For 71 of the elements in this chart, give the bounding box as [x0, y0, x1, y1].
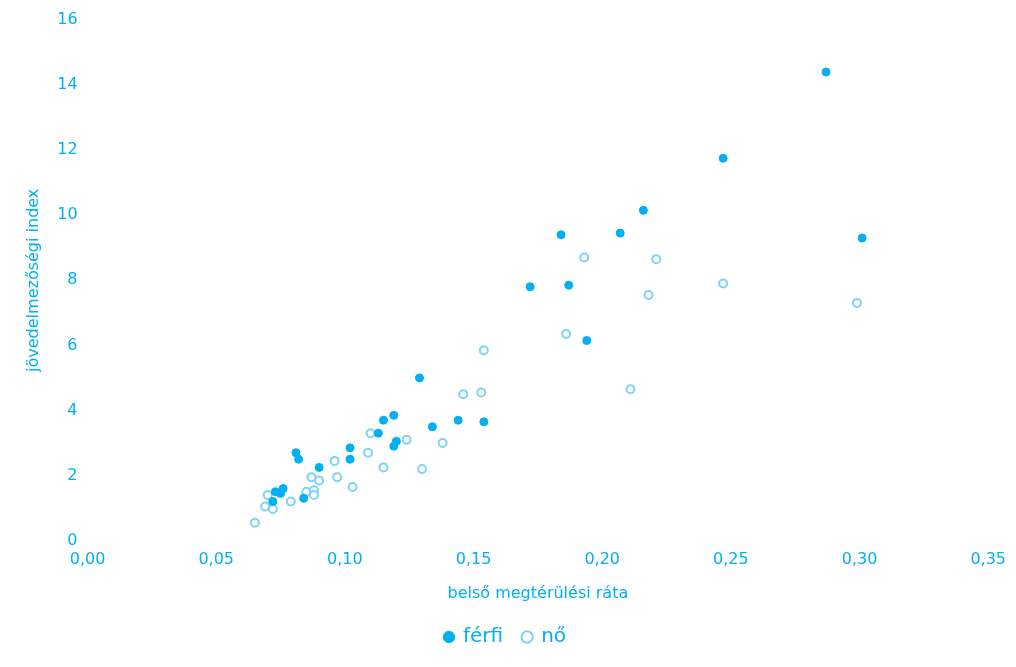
point: [427, 422, 437, 432]
point: [437, 437, 448, 448]
point: [260, 501, 271, 512]
point: [268, 497, 278, 507]
y-tick-label: 0: [67, 529, 78, 549]
y-tick-label: 12: [57, 139, 78, 159]
point: [851, 298, 862, 309]
point: [262, 490, 273, 501]
point: [314, 475, 325, 486]
y-tick-label: 8: [67, 269, 78, 289]
point: [638, 205, 648, 215]
point: [625, 384, 636, 395]
point: [718, 153, 728, 163]
y-tick-label: 6: [67, 334, 78, 354]
point: [378, 462, 389, 473]
point: [643, 289, 654, 300]
x-tick-label: 0,35: [970, 549, 1006, 569]
x-tick-label: 0,30: [841, 549, 878, 569]
point: [363, 447, 374, 458]
point: [294, 454, 304, 464]
y-tick-label: 2: [67, 464, 78, 484]
point: [347, 481, 358, 492]
y-tick-label: 10: [57, 204, 78, 224]
point: [478, 345, 489, 356]
point: [821, 67, 831, 77]
x-tick-label: 0,15: [455, 549, 492, 569]
point: [476, 387, 487, 398]
point: [309, 490, 319, 501]
point: [453, 415, 463, 425]
y-tick-label: 4: [67, 399, 78, 419]
point: [479, 417, 489, 427]
point: [401, 434, 412, 445]
point: [332, 472, 343, 483]
point: [651, 254, 662, 265]
point: [857, 233, 867, 243]
point: [458, 389, 469, 400]
point: [373, 428, 383, 438]
point: [329, 455, 340, 466]
point: [718, 278, 729, 289]
point: [417, 464, 428, 475]
point: [556, 230, 566, 240]
point: [415, 373, 425, 383]
point: [345, 454, 355, 464]
y-axis-title: jövedelmezőségi index: [22, 188, 42, 373]
point: [582, 335, 592, 345]
point: [615, 228, 625, 238]
point: [389, 410, 399, 420]
point: [345, 443, 355, 453]
y-tick-label: 16: [57, 9, 78, 29]
legend-label: nő: [541, 623, 567, 648]
point: [285, 496, 296, 507]
y-tick-label: 14: [57, 74, 78, 94]
point: [314, 462, 324, 472]
x-tick-label: 0,20: [584, 549, 621, 569]
x-tick-label: 0,25: [713, 549, 749, 569]
point: [365, 428, 376, 439]
point: [267, 504, 278, 515]
point: [306, 472, 317, 483]
point: [561, 328, 572, 339]
x-tick-label: 0,00: [69, 549, 106, 569]
point: [378, 415, 388, 425]
point: [389, 441, 399, 451]
x-axis-title: belső megtérülési ráta: [447, 582, 629, 602]
point: [525, 282, 535, 292]
legend-label: férfi: [462, 623, 504, 648]
x-tick-label: 0,05: [198, 549, 235, 569]
point: [579, 252, 590, 263]
point: [299, 493, 309, 503]
point: [249, 517, 260, 528]
x-tick-label: 0,10: [327, 549, 363, 569]
point: [564, 280, 574, 290]
